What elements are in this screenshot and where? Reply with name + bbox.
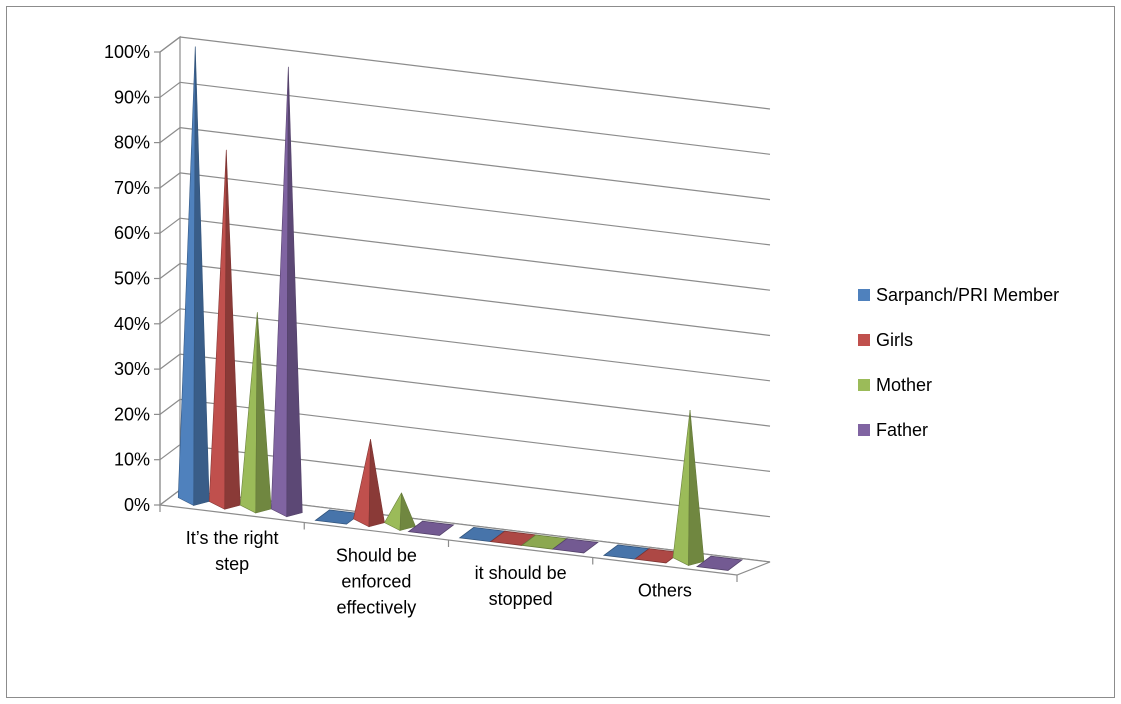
- cone-1-1: [353, 439, 385, 528]
- legend-swatch: [858, 334, 870, 346]
- x-category-label: Others: [638, 580, 692, 600]
- legend: Sarpanch/PRI Member Girls Mother Father: [858, 285, 1059, 440]
- gridline: [179, 262, 771, 337]
- x-axis-labels: It’s the right step Should be enforced effec…: [186, 528, 692, 618]
- gridline: [179, 308, 771, 382]
- gridline: [179, 353, 771, 427]
- cone-0-1: [208, 149, 241, 510]
- gridline: [179, 217, 771, 291]
- gridline-side: [159, 353, 181, 370]
- y-tick-label: 0%: [124, 495, 150, 515]
- y-tick-label: 30%: [114, 359, 150, 379]
- cone-0-0: [177, 46, 210, 506]
- legend-swatch: [858, 289, 870, 301]
- x-category-label: Should be enforced effectively: [336, 545, 417, 617]
- data-cones: [177, 46, 744, 571]
- gridline-side: [159, 36, 181, 53]
- gridline: [179, 127, 771, 201]
- gridline-side: [159, 308, 181, 325]
- legend-label: Mother: [876, 375, 932, 395]
- gridline: [179, 36, 771, 110]
- legend-label: Father: [876, 420, 928, 440]
- gridline-side: [159, 263, 181, 279]
- y-tick-label: 60%: [114, 223, 150, 243]
- gridline: [179, 172, 771, 246]
- gridline-side: [159, 444, 181, 461]
- cone-3-2: [672, 410, 705, 567]
- legend-label: Girls: [876, 330, 913, 350]
- y-tick-label: 70%: [114, 178, 150, 198]
- gridline-side: [159, 217, 181, 234]
- gridline-side: [159, 172, 181, 189]
- y-tick-label: 50%: [114, 269, 150, 289]
- x-category-label: It’s the right step: [186, 528, 279, 574]
- gridline: [179, 398, 771, 472]
- y-axis-ticks: 0% 10% 20% 30% 40% 50% 60% 70% 80% 90% 100%: [104, 42, 161, 515]
- y-tick-label: 80%: [114, 133, 150, 153]
- y-tick-label: 90%: [114, 87, 150, 107]
- y-tick-label: 40%: [114, 314, 150, 334]
- cone-1-3: [407, 520, 455, 536]
- gridline-side: [159, 398, 181, 415]
- gridline-side: [159, 81, 181, 98]
- legend-swatch: [858, 424, 870, 436]
- legend-label: Sarpanch/PRI Member: [876, 285, 1059, 305]
- gridline-side: [159, 127, 181, 144]
- cone-0-2: [239, 312, 272, 514]
- y-tick-label: 100%: [104, 42, 150, 62]
- cone-3-3: [695, 555, 744, 571]
- cone-2-3: [551, 538, 599, 554]
- y-tick-label: 20%: [114, 404, 150, 424]
- gridline: [179, 81, 771, 155]
- y-tick-label: 10%: [114, 450, 150, 470]
- cone-0-3: [270, 66, 303, 518]
- x-category-label: it should be stopped: [475, 563, 567, 609]
- legend-swatch: [858, 379, 870, 391]
- cone-1-2: [384, 492, 416, 532]
